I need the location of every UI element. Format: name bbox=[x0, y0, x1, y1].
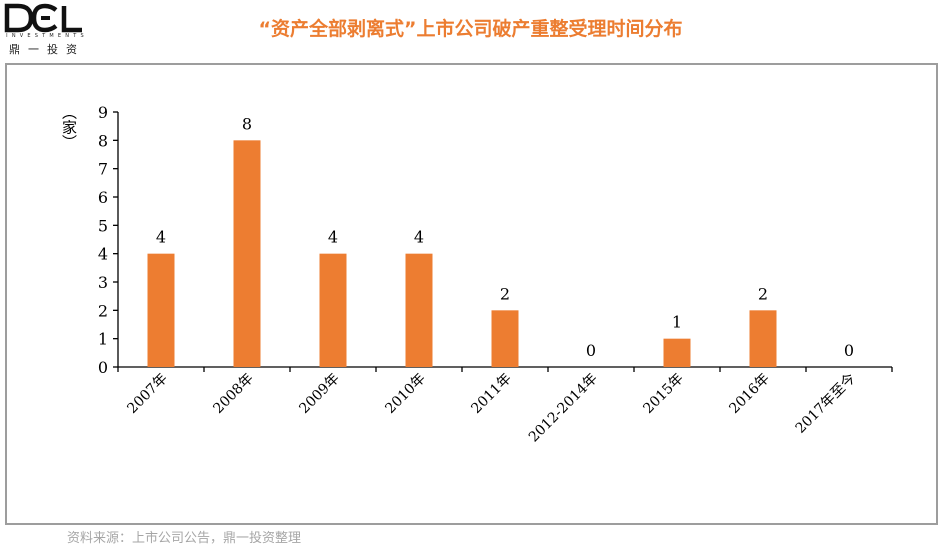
data-label: 0 bbox=[844, 341, 854, 360]
data-label: 2 bbox=[500, 284, 510, 303]
data-label: 8 bbox=[242, 114, 252, 133]
bars: 4 8 4 4 2 0 1 2 0 bbox=[147, 114, 854, 367]
x-tick-label: 2008年 bbox=[210, 371, 256, 417]
logo-subtitle: INVESTMENTS bbox=[6, 33, 88, 39]
y-tick-label: 4 bbox=[98, 245, 108, 264]
y-axis-unit: （家） bbox=[60, 105, 78, 150]
data-label: 4 bbox=[414, 228, 424, 247]
y-tick-label: 9 bbox=[98, 103, 108, 122]
bar bbox=[319, 253, 347, 367]
x-axis: 2007年 2008年 2009年 2010年 2011年 2012-2014年 2015年… bbox=[117, 366, 893, 446]
x-tick-label: 2007年 bbox=[124, 371, 170, 417]
y-tick-label: 5 bbox=[98, 216, 108, 235]
x-tick-label: 2016年 bbox=[726, 371, 772, 417]
logo-mark bbox=[4, 3, 82, 33]
y-tick-label: 8 bbox=[98, 131, 108, 150]
y-tick-label: 7 bbox=[98, 160, 108, 179]
x-tick-label: 2015年 bbox=[640, 371, 686, 417]
x-tick-label: 2012-2014年 bbox=[526, 371, 601, 446]
y-tick-label: 0 bbox=[98, 358, 108, 377]
chart-panel: （家） 0 1 2 3 4 5 6 7 8 9 2007年 2008年 2009年 2010年 2011年… bbox=[5, 63, 938, 546]
data-label: 2 bbox=[758, 284, 768, 303]
bar-chart: （家） 0 1 2 3 4 5 6 7 8 9 2007年 2008年 2009年 2010年 2011年… bbox=[60, 103, 893, 446]
y-tick-label: 2 bbox=[98, 301, 108, 320]
y-axis-unit-label: （家） bbox=[60, 105, 78, 150]
bar bbox=[147, 253, 175, 367]
y-tick-label: 3 bbox=[98, 273, 108, 292]
x-tick-label: 2017年至今 bbox=[793, 371, 859, 437]
logo: INVESTMENTS 鼎一投资 bbox=[4, 2, 90, 58]
bar bbox=[491, 310, 519, 367]
x-tick-label: 2010年 bbox=[382, 371, 428, 417]
bar bbox=[233, 140, 261, 367]
x-tick-label: 2009年 bbox=[296, 371, 342, 417]
y-tick-label: 6 bbox=[98, 188, 108, 207]
data-label: 4 bbox=[328, 228, 338, 247]
x-tick-label: 2011年 bbox=[468, 371, 514, 417]
y-axis: 0 1 2 3 4 5 6 7 8 9 bbox=[98, 103, 119, 377]
y-tick-label: 1 bbox=[98, 330, 108, 349]
bar bbox=[405, 253, 433, 367]
bar bbox=[663, 338, 691, 367]
bar bbox=[749, 310, 777, 367]
logo-name: 鼎一投资 bbox=[9, 43, 85, 56]
page-title: “资产全部剥离式”上市公司破产重整受理时间分布 bbox=[258, 18, 683, 40]
data-label: 1 bbox=[672, 313, 682, 332]
data-label: 4 bbox=[156, 228, 166, 247]
data-label: 0 bbox=[586, 341, 596, 360]
